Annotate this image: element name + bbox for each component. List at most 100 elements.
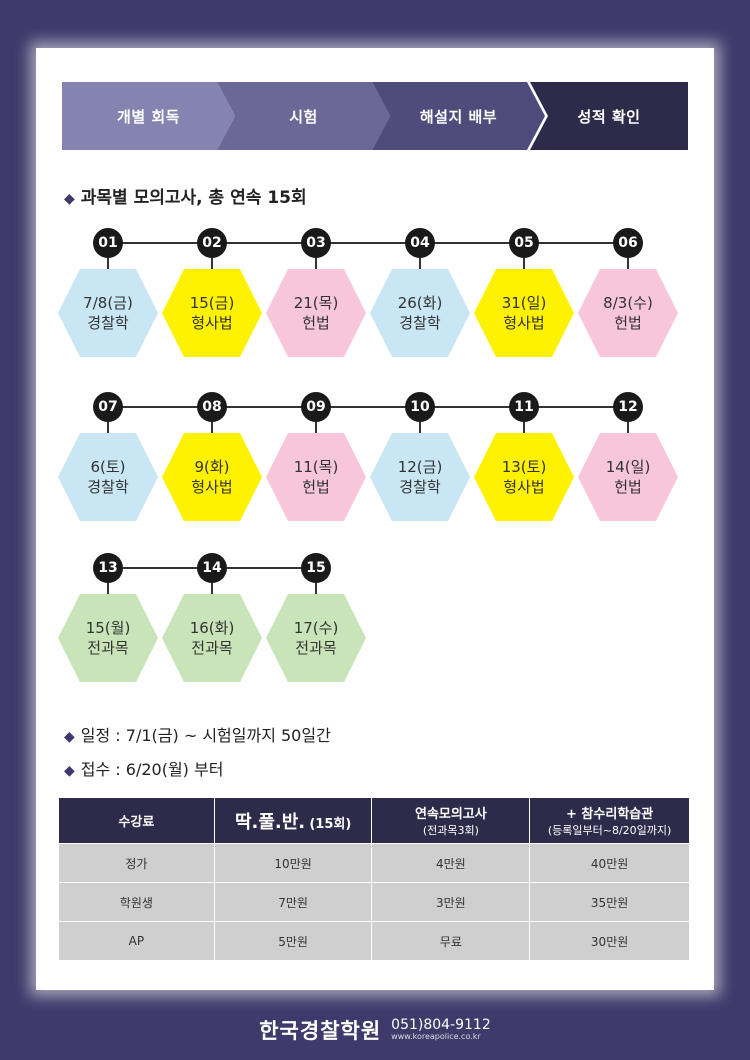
exam-hexagon: 15(월) 전과목 bbox=[58, 594, 158, 682]
timeline-stem bbox=[627, 258, 629, 270]
timeline-stem bbox=[107, 422, 109, 434]
timeline-stem bbox=[211, 583, 213, 595]
exam-hexagon: 17(수) 전과목 bbox=[266, 594, 366, 682]
exam-hexagon: 31(일) 형사법 bbox=[474, 269, 574, 357]
timeline-stem bbox=[211, 422, 213, 434]
exam-date: 12(금) bbox=[397, 457, 443, 476]
footer: 한국경찰학원 051)804-9112 www.koreapolice.co.k… bbox=[0, 1012, 750, 1048]
exam-subject: 전과목 bbox=[295, 639, 337, 657]
exam-number-badge: 05 bbox=[509, 228, 539, 258]
timeline-stem bbox=[419, 422, 421, 434]
diamond-bullet-icon: ◆ bbox=[64, 191, 75, 207]
fee-cell: 4만원 bbox=[371, 843, 531, 883]
exam-subject: 형사법 bbox=[191, 314, 233, 332]
exam-hexagon: 13(토) 형사법 bbox=[474, 433, 574, 521]
fee-cell: 10만원 bbox=[213, 843, 373, 883]
fee-row-label: 정가 bbox=[58, 843, 215, 883]
fee-header-study-hall: + 참수리학습관 (등록일부터~8/20일까지) bbox=[529, 797, 690, 844]
exam-subject: 헌법 bbox=[302, 314, 330, 332]
exam-date: 14(일) bbox=[605, 457, 651, 476]
exam-subject: 형사법 bbox=[503, 314, 545, 332]
exam-subject: 전과목 bbox=[191, 639, 233, 657]
exam-hexagon: 12(금) 경찰학 bbox=[370, 433, 470, 521]
timeline-line-1 bbox=[108, 242, 632, 244]
timeline-stem bbox=[211, 258, 213, 270]
exam-number-badge: 11 bbox=[509, 392, 539, 422]
timeline-stem bbox=[315, 258, 317, 270]
exam-subject: 경찰학 bbox=[87, 478, 129, 496]
timeline-stem bbox=[107, 583, 109, 595]
exam-subject: 경찰학 bbox=[399, 478, 441, 496]
exam-subject: 경찰학 bbox=[399, 314, 441, 332]
exam-date: 26(화) bbox=[397, 293, 443, 312]
exam-subject: 헌법 bbox=[302, 478, 330, 496]
exam-hexagon: 8/3(수) 헌법 bbox=[578, 269, 678, 357]
exam-hexagon: 11(목) 헌법 bbox=[266, 433, 366, 521]
exam-number-badge: 12 bbox=[613, 392, 643, 422]
table-row: 학원생 7만원 3만원 35만원 bbox=[58, 882, 690, 922]
poster-card: 개별 회독 시험 해설지 배부 성적 확인 ◆ 과목별 모의고사, 총 연속 15… bbox=[36, 48, 714, 990]
exam-date: 17(수) bbox=[293, 618, 339, 637]
fee-cell: 7만원 bbox=[213, 882, 373, 922]
exam-hexagon: 6(토) 경찰학 bbox=[58, 433, 158, 521]
exam-number-badge: 13 bbox=[93, 553, 123, 583]
fee-cell: 40만원 bbox=[529, 843, 690, 883]
exam-number-badge: 09 bbox=[301, 392, 331, 422]
contact-info: 051)804-9112 www.koreapolice.co.kr bbox=[391, 1016, 491, 1042]
fee-cell: 3만원 bbox=[371, 882, 531, 922]
exam-number-badge: 02 bbox=[197, 228, 227, 258]
exam-date: 11(목) bbox=[293, 457, 339, 476]
exam-subject: 형사법 bbox=[503, 478, 545, 496]
table-row: 정가 10만원 4만원 40만원 bbox=[58, 843, 690, 883]
exam-hexagon: 9(화) 형사법 bbox=[162, 433, 262, 521]
diamond-bullet-icon: ◆ bbox=[64, 763, 75, 779]
exam-number-badge: 08 bbox=[197, 392, 227, 422]
exam-date: 21(목) bbox=[293, 293, 339, 312]
exam-subject: 경찰학 bbox=[87, 314, 129, 332]
brand-name: 한국경찰학원 bbox=[259, 1019, 382, 1043]
section-title: ◆ 과목별 모의고사, 총 연속 15회 bbox=[64, 188, 307, 208]
fee-header-mock-exam: 연속모의고사 (전과목3회) bbox=[371, 797, 531, 844]
schedule-info: ◆ 일정 : 7/1(금) ~ 시험일까지 50일간 bbox=[64, 726, 331, 745]
exam-date: 31(일) bbox=[501, 293, 547, 312]
fee-cell: 무료 bbox=[371, 921, 531, 961]
exam-hexagon: 14(일) 헌법 bbox=[578, 433, 678, 521]
exam-hexagon: 26(화) 경찰학 bbox=[370, 269, 470, 357]
fee-header-ddakpulban: 딱.풀.반. (15회) bbox=[213, 797, 373, 844]
exam-subject: 헌법 bbox=[614, 314, 642, 332]
exam-number-badge: 14 bbox=[197, 553, 227, 583]
exam-hexagon: 21(목) 헌법 bbox=[266, 269, 366, 357]
process-steps: 개별 회독 시험 해설지 배부 성적 확인 bbox=[62, 82, 688, 150]
exam-number-badge: 07 bbox=[93, 392, 123, 422]
timeline-stem bbox=[523, 258, 525, 270]
timeline-stem bbox=[107, 258, 109, 270]
exam-number-badge: 03 bbox=[301, 228, 331, 258]
exam-subject: 헌법 bbox=[614, 478, 642, 496]
fee-cell: 30만원 bbox=[529, 921, 690, 961]
exam-number-badge: 15 bbox=[301, 553, 331, 583]
exam-date: 9(화) bbox=[194, 457, 230, 476]
fee-cell: 35만원 bbox=[529, 882, 690, 922]
exam-number-badge: 04 bbox=[405, 228, 435, 258]
exam-number-badge: 06 bbox=[613, 228, 643, 258]
fee-table: 수강료 딱.풀.반. (15회) 연속모의고사 (전과목3회) + 참수리학습관… bbox=[58, 797, 690, 961]
timeline-stem bbox=[523, 422, 525, 434]
timeline-stem bbox=[315, 583, 317, 595]
exam-date: 15(월) bbox=[85, 618, 131, 637]
fee-header-label: 수강료 bbox=[58, 797, 215, 844]
step-4: 성적 확인 bbox=[530, 82, 688, 150]
step-1: 개별 회독 bbox=[62, 82, 235, 150]
exam-number-badge: 01 bbox=[93, 228, 123, 258]
fee-cell: 5만원 bbox=[213, 921, 373, 961]
table-row: AP 5만원 무료 30만원 bbox=[58, 921, 690, 961]
exam-subject: 형사법 bbox=[191, 478, 233, 496]
phone-number: 051)804-9112 bbox=[391, 1016, 491, 1033]
diamond-bullet-icon: ◆ bbox=[64, 729, 75, 745]
timeline-stem bbox=[315, 422, 317, 434]
timeline-stem bbox=[627, 422, 629, 434]
registration-info: ◆ 접수 : 6/20(월) 부터 bbox=[64, 760, 224, 779]
exam-date: 15(금) bbox=[189, 293, 235, 312]
exam-hexagon: 16(화) 전과목 bbox=[162, 594, 262, 682]
fee-row-label: 학원생 bbox=[58, 882, 215, 922]
step-3: 해설지 배부 bbox=[372, 82, 545, 150]
